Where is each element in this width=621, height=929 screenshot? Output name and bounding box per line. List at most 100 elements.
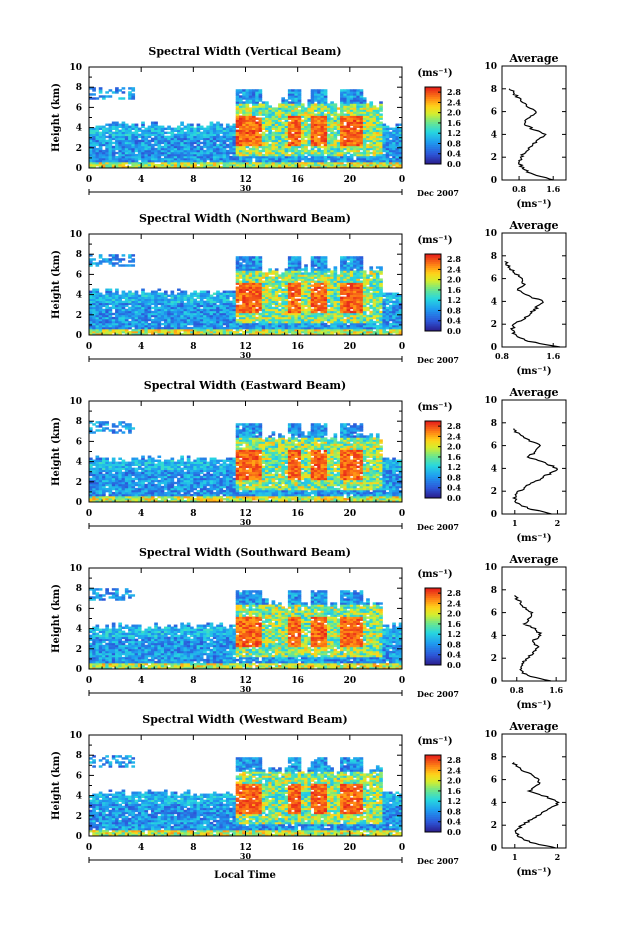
- heatmap-cell: [340, 123, 344, 126]
- heatmap-cell: [102, 95, 106, 98]
- heatmap-cell: [323, 123, 328, 126]
- heatmap-cell: [304, 123, 308, 126]
- heatmap-cell: [105, 332, 109, 336]
- heatmap-cell: [177, 326, 181, 330]
- heatmap-cell: [294, 111, 299, 114]
- heatmap-cell: [222, 127, 227, 131]
- heatmap-cell: [193, 131, 197, 135]
- heatmap-cell: [150, 298, 155, 302]
- heatmap-cell: [349, 103, 354, 106]
- heatmap-cell: [167, 332, 171, 336]
- heatmap-cell: [212, 129, 217, 133]
- heatmap-cell: [173, 151, 178, 155]
- heatmap-cell: [291, 125, 295, 128]
- heatmap-cell: [375, 145, 380, 149]
- heatmap-cell: [157, 310, 162, 314]
- heatmap-cell: [297, 97, 302, 100]
- heatmap-cell: [366, 127, 370, 131]
- heatmap-cell: [170, 163, 175, 167]
- heatmap-cell: [310, 125, 315, 128]
- heatmap-cell: [333, 111, 338, 114]
- heatmap-cell: [89, 163, 93, 167]
- heatmap-cell: [95, 288, 100, 291]
- heatmap-cell: [163, 308, 168, 312]
- heatmap-cell: [108, 330, 113, 334]
- heatmap-cell: [222, 157, 227, 161]
- heatmap-cell: [206, 155, 211, 159]
- heatmap-cell: [102, 163, 106, 167]
- heatmap-cell: [167, 141, 171, 145]
- heatmap-cell: [167, 149, 171, 153]
- heatmap-cell: [284, 149, 289, 153]
- heatmap-cell: [336, 147, 341, 151]
- heatmap-cell: [265, 153, 269, 157]
- heatmap-cell: [190, 153, 194, 157]
- heatmap-cell: [111, 318, 116, 322]
- heatmap-cell: [395, 147, 400, 151]
- heatmap-cell: [353, 151, 357, 155]
- heatmap-cell: [375, 141, 380, 145]
- heatmap-cell: [271, 119, 276, 122]
- heatmap-cell: [167, 127, 171, 131]
- heatmap-cell: [167, 312, 171, 316]
- heatmap-cell: [327, 133, 331, 137]
- heatmap-cell: [180, 320, 184, 324]
- heatmap-cell: [170, 328, 175, 332]
- date-label: Dec 2007: [417, 188, 459, 198]
- heatmap-cell: [229, 125, 233, 128]
- heatmap-cell: [118, 129, 122, 133]
- heatmap-cell: [333, 125, 338, 128]
- heatmap-cell: [278, 105, 282, 108]
- heatmap-cell: [147, 328, 152, 332]
- heatmap-cell: [115, 155, 119, 159]
- heatmap-cell: [274, 133, 279, 137]
- heatmap-cell: [281, 141, 286, 145]
- heatmap-cell: [89, 149, 93, 153]
- heatmap-cell: [320, 97, 325, 100]
- heatmap-cell: [252, 153, 256, 157]
- heatmap-cell: [186, 129, 191, 133]
- heatmap-cell: [206, 153, 211, 157]
- heatmap-cell: [124, 294, 129, 298]
- heatmap-cell: [190, 141, 194, 145]
- heatmap-cell: [102, 125, 106, 128]
- colorbar-swatch: [425, 148, 441, 151]
- heatmap-cell: [134, 141, 139, 145]
- heatmap-cell: [232, 133, 237, 137]
- heatmap-cell: [346, 262, 351, 265]
- heatmap-cell: [281, 157, 286, 161]
- heatmap-cell: [323, 95, 328, 98]
- heatmap-cell: [147, 316, 152, 320]
- heatmap-cell: [261, 149, 266, 153]
- heatmap-cell: [245, 155, 250, 159]
- heatmap-cell: [313, 93, 318, 96]
- heatmap-cell: [261, 113, 266, 116]
- heatmap-cell: [92, 296, 96, 300]
- heatmap-cell: [278, 139, 282, 143]
- heatmap-cell: [154, 151, 158, 155]
- heatmap-cell: [170, 332, 175, 336]
- heatmap-cell: [395, 163, 400, 167]
- heatmap-cell: [209, 147, 214, 151]
- heatmap-cell: [137, 151, 142, 155]
- heatmap-cell: [157, 131, 162, 135]
- heatmap-cell: [388, 135, 393, 139]
- heatmap-cell: [95, 332, 100, 336]
- heatmap-cell: [265, 145, 269, 149]
- heatmap-cell: [95, 135, 100, 139]
- heatmap-cell: [170, 320, 175, 324]
- heatmap-cell: [121, 314, 126, 318]
- heatmap-cell: [121, 304, 126, 308]
- heatmap-cell: [300, 147, 305, 151]
- heatmap-cell: [343, 147, 347, 151]
- heatmap-cell: [248, 125, 253, 128]
- heatmap-cell: [131, 300, 136, 304]
- heatmap-cell: [121, 135, 126, 139]
- heatmap-cell: [369, 129, 374, 133]
- heatmap-cell: [356, 141, 361, 145]
- heatmap-cell: [395, 143, 400, 147]
- heatmap-cell: [222, 137, 227, 141]
- heatmap-cell: [108, 159, 113, 163]
- heatmap-cell: [199, 326, 204, 330]
- heatmap-cell: [333, 143, 338, 147]
